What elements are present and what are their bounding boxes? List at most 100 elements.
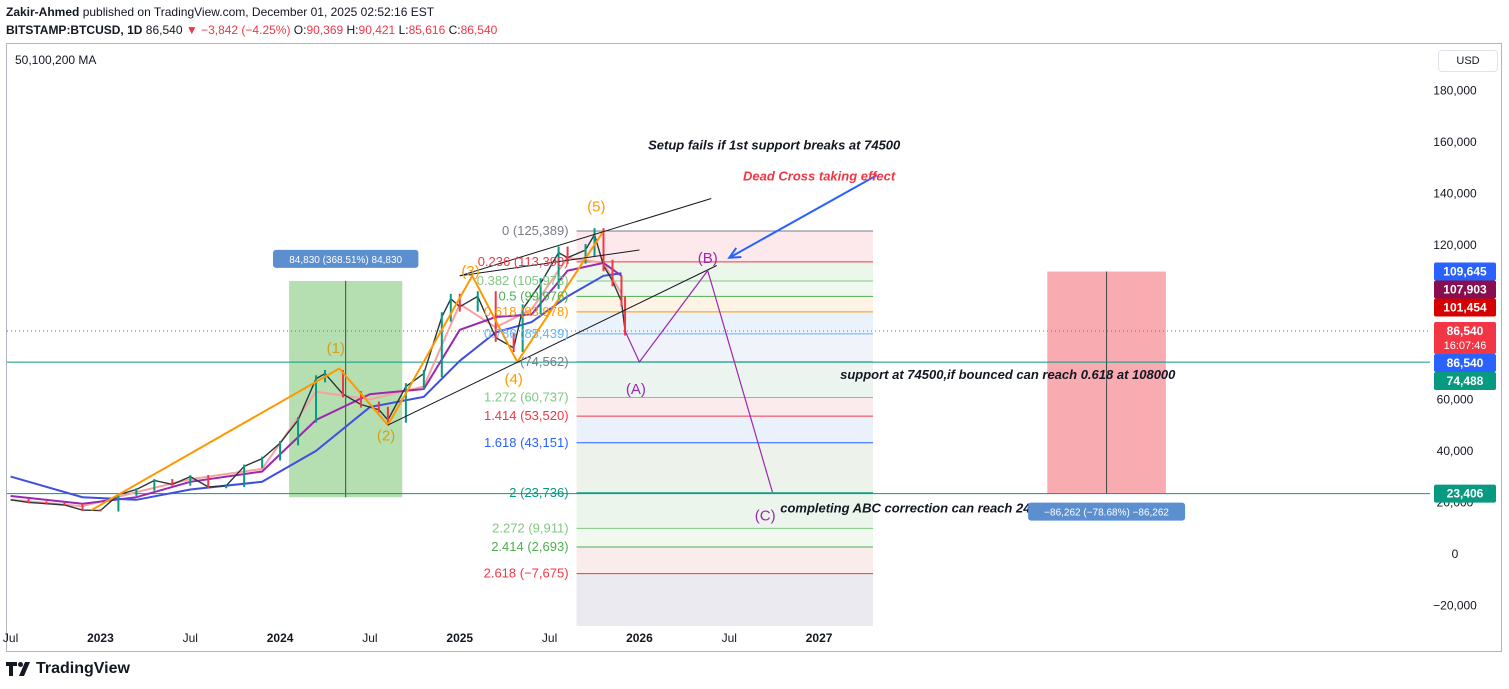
- x-tick-label: 2023: [87, 631, 114, 645]
- y-tick-label: 180,000: [1433, 83, 1477, 97]
- fib-band: [576, 361, 874, 398]
- currency-button[interactable]: USD: [1438, 50, 1498, 72]
- fib-level-label: 1.618 (43,151): [484, 435, 569, 450]
- price-label: 109,645: [1443, 265, 1487, 279]
- price-label-bg: [1434, 372, 1496, 391]
- fib-level-label: 1.272 (60,737): [484, 389, 569, 404]
- low-label: L:: [398, 23, 409, 37]
- price-label: 107,903: [1443, 283, 1487, 297]
- tradingview-logo-icon: [6, 662, 32, 676]
- y-tick-label: 60,000: [1437, 392, 1474, 406]
- wave-count-label: (1): [327, 340, 345, 357]
- footer-brand: TradingView: [6, 660, 130, 678]
- price-label: 101,454: [1443, 301, 1487, 315]
- fib-level-label: 2.272 (9,911): [492, 520, 568, 535]
- x-tick-label: Jul: [542, 631, 557, 645]
- ma-line-ma50: [10, 256, 623, 508]
- fib-level-label: 1.414 (53,520): [484, 408, 569, 423]
- chart-annotation: Setup fails if 1st support breaks at 745…: [648, 138, 901, 153]
- abc-wave-path: [624, 269, 773, 493]
- price-label-bg: [1434, 262, 1496, 281]
- last-price: 86,540: [145, 23, 183, 37]
- publish-info: published on TradingView.com, December 0…: [82, 5, 435, 19]
- fib-level-label: 2.618 (−7,675): [484, 566, 569, 581]
- fib-band: [576, 442, 874, 493]
- open-value: 90,369: [306, 23, 344, 37]
- price-label-bg: [1434, 298, 1496, 317]
- measure-up-label-bg: [272, 249, 419, 268]
- ma-line-ma100: [10, 261, 623, 505]
- fib-level-label: 2 (23,736): [509, 485, 568, 500]
- price-label-bg: [1434, 280, 1496, 299]
- low-value: 85,616: [408, 23, 446, 37]
- close-value: 86,540: [460, 23, 498, 37]
- measure-down-label: −86,262 (−78.68%) −86,262: [1044, 508, 1169, 519]
- annotation-arrowhead: [727, 247, 742, 259]
- fib-band: [576, 311, 874, 334]
- measure-down-label-bg: [1028, 502, 1186, 521]
- x-tick-label: Jul: [3, 631, 18, 645]
- price-label-bg: [1434, 354, 1496, 373]
- y-tick-label: 0: [1452, 547, 1459, 561]
- price-label: 86,540: [1447, 324, 1484, 338]
- wave-count-label: (B): [698, 250, 718, 267]
- publish-line: Zakir-Ahmed published on TradingView.com…: [6, 5, 434, 19]
- fib-level-label: 0 (125,389): [502, 223, 569, 238]
- chart-annotation: completing ABC correction can reach 24k: [780, 501, 1038, 516]
- y-tick-label: 160,000: [1433, 135, 1477, 149]
- x-tick-label: 2024: [267, 631, 294, 645]
- fib-band: [576, 573, 874, 626]
- fib-level-label: (74,562): [520, 354, 568, 369]
- impulse-wave-path: [90, 230, 605, 511]
- x-tick-label: Jul: [183, 631, 198, 645]
- fib-band: [576, 528, 874, 547]
- chart-annotation: Dead Cross taking effect: [743, 168, 896, 183]
- wave-count-label: (C): [755, 507, 776, 524]
- fib-band: [576, 280, 874, 297]
- annotation-arrow: [728, 174, 878, 259]
- fib-band: [576, 492, 874, 529]
- close-label: C:: [448, 23, 461, 37]
- y-tick-label: 40,000: [1437, 444, 1474, 458]
- author: Zakir-Ahmed: [6, 5, 80, 19]
- fib-band: [576, 296, 874, 312]
- symbol-line: BITSTAMP:BTCUSD, 1D 86,540 ▼ −3,842 (−4.…: [6, 23, 497, 37]
- price-label-bg: [1434, 322, 1496, 355]
- wave-count-label: (4): [505, 371, 523, 388]
- indicator-legend[interactable]: 50,100,200 MA: [15, 53, 97, 67]
- x-tick-label: Jul: [362, 631, 377, 645]
- price-change: ▼ −3,842 (−4.25%): [185, 23, 291, 37]
- fib-level-label: 0.236 (113,390): [478, 254, 569, 269]
- chart-frame[interactable]: [6, 43, 1502, 652]
- x-tick-label: 2025: [446, 631, 473, 645]
- fib-level-label: 0.618 (93,978): [484, 304, 569, 319]
- price-label-countdown: 16:07:46: [1444, 340, 1487, 352]
- open-label: O:: [293, 23, 307, 37]
- footer-brand-text: TradingView: [36, 660, 130, 677]
- high-label: H:: [346, 23, 359, 37]
- y-tick-label: 120,000: [1433, 238, 1477, 252]
- fib-band: [576, 546, 874, 574]
- chart-annotation: support at 74500,if bounced can reach 0.…: [840, 367, 1176, 382]
- x-tick-label: 2027: [806, 631, 833, 645]
- x-tick-label: 2026: [626, 631, 653, 645]
- measure-up-label: 84,830 (368.51%) 84,830: [289, 255, 402, 266]
- fib-level-label: 0.382 (105,973): [477, 273, 569, 288]
- fib-band: [576, 261, 874, 281]
- fib-band: [576, 416, 874, 443]
- fib-level-label: 2.414 (2,693): [491, 539, 568, 554]
- channel-line: [459, 198, 712, 277]
- channel-line: [387, 265, 717, 426]
- price-label-bg: [1434, 484, 1496, 503]
- fib-level-label: 0.5 (99,976): [498, 288, 568, 303]
- y-tick-label: 140,000: [1433, 186, 1477, 200]
- wave-count-label: (5): [587, 198, 605, 215]
- fib-band: [576, 230, 874, 262]
- wave-count-label: (2): [377, 428, 395, 445]
- x-tick-label: Jul: [722, 631, 737, 645]
- symbol: BITSTAMP:BTCUSD, 1D: [6, 23, 143, 37]
- price-label: 86,540: [1447, 356, 1484, 370]
- channel-line: [459, 249, 640, 277]
- wave-count-label: (3): [461, 263, 479, 280]
